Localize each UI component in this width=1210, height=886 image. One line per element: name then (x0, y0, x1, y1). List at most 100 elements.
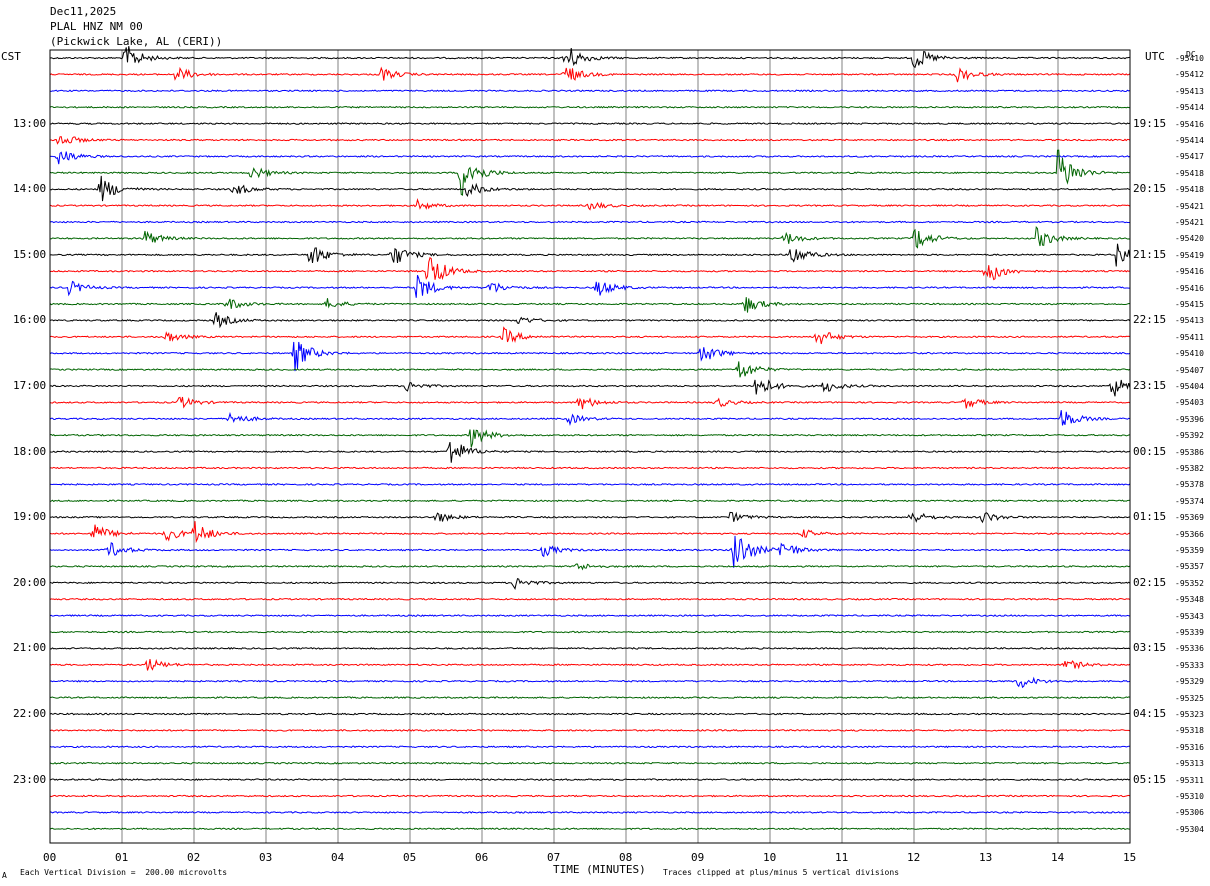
trace-line-45 (49, 794, 1131, 798)
trace-line-10 (49, 220, 1131, 224)
trace-line-2 (49, 89, 1131, 93)
trace-line-40 (49, 712, 1131, 716)
right-time-label: 01:15 (1133, 510, 1167, 524)
trace-line-24 (49, 441, 1131, 463)
left-time-label: 19:00 (13, 510, 47, 524)
trace-line-12 (49, 243, 1131, 267)
trace-line-18 (49, 341, 1131, 372)
dc-offset-label: -95343 (1175, 611, 1204, 621)
left-time-label: 22:00 (13, 707, 47, 720)
dc-offset-label: -95310 (1175, 792, 1204, 801)
trace-line-39 (49, 696, 1131, 700)
dc-offset-label: -95414 (1175, 136, 1204, 145)
trace-line-47 (49, 827, 1131, 831)
dc-offset-label: -95333 (1175, 660, 1204, 670)
dc-offset-label: -95359 (1175, 546, 1204, 555)
grid (121, 50, 1059, 843)
x-axis-label: TIME (MINUTES) (553, 863, 646, 876)
trace-line-16 (49, 312, 1131, 329)
trace-line-30 (49, 535, 1131, 568)
right-time-label: 19:15 (1133, 116, 1167, 130)
trace-line-35 (49, 630, 1131, 634)
right-time-label: 02:15 (1133, 575, 1167, 589)
dc-offset-label: -95369 (1175, 513, 1204, 523)
dc-offset-label: -95413 (1175, 316, 1204, 326)
trace-line-14 (49, 274, 1131, 298)
right-time-label: 20:15 (1133, 182, 1167, 196)
trace-line-21 (49, 396, 1131, 410)
trace-line-8 (49, 175, 1131, 202)
trace-line-31 (49, 563, 1131, 571)
dc-column-header: DC (1186, 50, 1196, 59)
trace-line-46 (49, 811, 1131, 814)
trace-line-44 (49, 778, 1131, 781)
dc-offset-label: -95306 (1175, 808, 1204, 818)
trace-line-6 (49, 151, 1131, 165)
trace-line-33 (49, 597, 1131, 601)
dc-offset-label: -95304 (1175, 824, 1204, 834)
dc-offset-label: -95407 (1175, 365, 1204, 375)
dc-offset-label: -95318 (1175, 726, 1204, 736)
right-time-label: 00:15 (1133, 444, 1167, 458)
dc-offset-label: -95336 (1175, 644, 1204, 654)
trace-line-36 (49, 647, 1131, 650)
left-time-label: 20:00 (13, 575, 47, 589)
trace-line-43 (49, 761, 1131, 765)
left-timezone-label: CST (1, 50, 21, 63)
scale-note: Each Vertical Division = 200.00 microvol… (20, 868, 228, 877)
plot-frame (49, 49, 1131, 844)
dc-offset-label: -95416 (1175, 283, 1204, 293)
dc-offset-label: -95411 (1175, 332, 1204, 342)
trace-line-27 (49, 499, 1131, 503)
dc-offset-label: -95416 (1175, 267, 1204, 277)
x-tick-label: 07 (547, 851, 561, 864)
x-tick-label: 10 (763, 851, 777, 864)
left-time-label: 23:00 (13, 772, 47, 786)
corner-mark: A (2, 871, 7, 880)
x-tick-label: 13 (979, 851, 993, 864)
left-time-label: 17:00 (13, 379, 47, 392)
dc-offset-label: -95374 (1175, 496, 1204, 506)
right-time-label: 21:15 (1133, 247, 1167, 261)
dc-offset-label: -95418 (1175, 185, 1204, 195)
x-tick-label: 08 (619, 851, 633, 864)
dc-offset-label: -95325 (1175, 693, 1204, 703)
trace-line-23 (49, 429, 1131, 448)
trace-line-20 (49, 379, 1131, 397)
dc-offset-label: -95421 (1175, 201, 1204, 211)
trace-line-37 (49, 658, 1131, 671)
trace-line-22 (49, 410, 1131, 426)
header-station: PLAL HNZ NM 00 (50, 20, 143, 33)
x-tick-label: 15 (1123, 851, 1137, 864)
trace-line-5 (49, 136, 1131, 145)
trace-line-7 (49, 149, 1131, 196)
dc-offset-label: -95413 (1175, 86, 1204, 96)
left-time-label: 21:00 (13, 641, 47, 655)
trace-line-19 (49, 361, 1131, 378)
dc-offset-label: -95313 (1175, 759, 1204, 769)
trace-line-1 (49, 66, 1131, 83)
dc-offset-label: -95339 (1175, 628, 1204, 637)
dc-offset-label: -95418 (1175, 168, 1204, 178)
x-tick-label: 09 (691, 851, 705, 864)
x-tick-label: 00 (43, 851, 57, 864)
dc-offset-label: -95357 (1175, 562, 1204, 572)
trace-line-29 (49, 521, 1131, 544)
clip-note: Traces clipped at plus/minus 5 vertical … (663, 868, 900, 877)
dc-offset-label: -95366 (1175, 529, 1204, 539)
dc-offset-label: -95420 (1175, 234, 1204, 244)
x-tick-label: 04 (331, 851, 345, 864)
left-time-label: 15:00 (13, 247, 47, 261)
trace-group (49, 46, 1131, 831)
trace-line-25 (49, 466, 1131, 470)
dc-offset-label: -95352 (1175, 578, 1204, 588)
x-tick-label: 06 (475, 851, 489, 864)
trace-line-13 (49, 256, 1131, 281)
trace-line-9 (49, 197, 1131, 211)
right-timezone-label: UTC (1145, 50, 1165, 63)
trace-line-15 (49, 297, 1131, 313)
dc-offset-label: -95348 (1175, 595, 1204, 605)
right-time-label: 23:15 (1133, 379, 1167, 392)
x-tick-label: 14 (1051, 851, 1065, 864)
header-date: Dec11,2025 (50, 5, 117, 18)
